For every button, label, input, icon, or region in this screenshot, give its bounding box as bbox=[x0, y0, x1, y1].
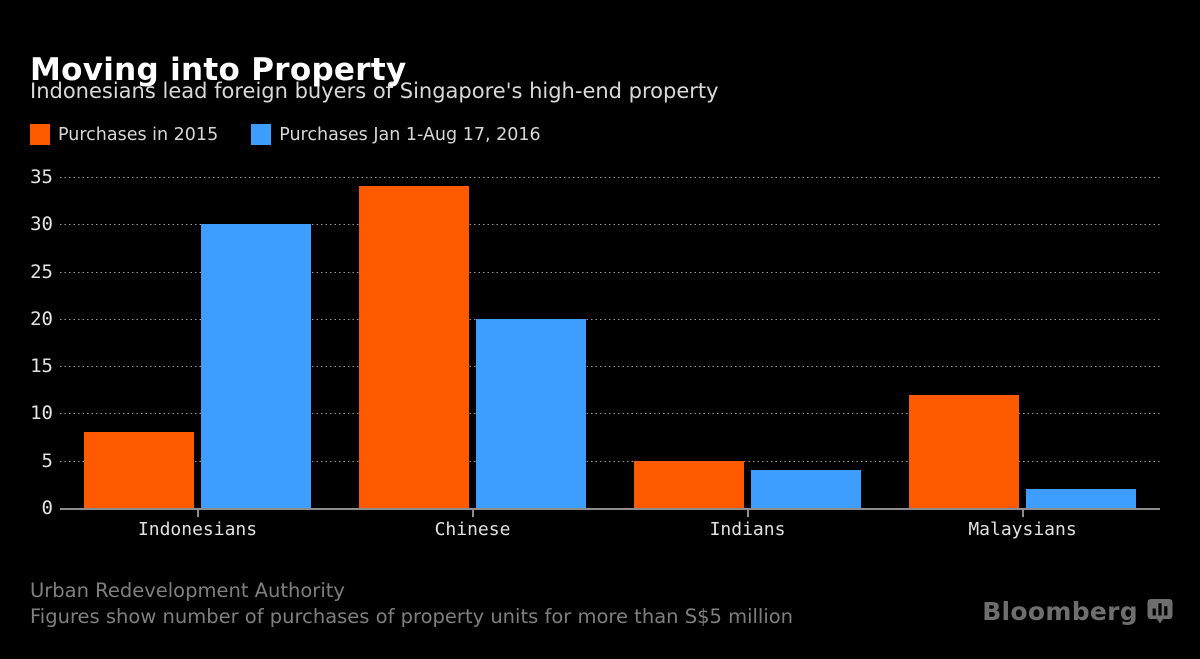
bar-group-indonesians bbox=[60, 177, 335, 508]
bar-groups bbox=[60, 177, 1160, 508]
bar-group-chinese bbox=[335, 177, 610, 508]
bloomberg-wordmark: Bloomberg bbox=[982, 597, 1138, 626]
x-category-label-indonesians: Indonesians bbox=[137, 519, 258, 540]
x-axis: Indonesians Chinese Indians Malaysians bbox=[60, 519, 1160, 540]
x-tick-indians bbox=[746, 510, 749, 517]
bar-indians-1172016 bbox=[751, 470, 861, 508]
y-tick-label-5: 5 bbox=[41, 449, 53, 472]
bar-indonesians-1172016 bbox=[201, 224, 311, 508]
legend-label-2015: Purchases in 2015 bbox=[58, 124, 219, 145]
bar-indonesians-2015 bbox=[84, 432, 194, 508]
gridline-20 bbox=[60, 318, 1160, 320]
gridline-5 bbox=[60, 460, 1160, 462]
y-tick-label-0: 0 bbox=[41, 497, 53, 519]
chart-legend: Purchases in 2015 Purchases Jan 1-Aug 17… bbox=[30, 124, 541, 145]
x-tick-chinese bbox=[471, 510, 474, 517]
y-tick-label-10: 10 bbox=[30, 402, 53, 425]
gridline-15 bbox=[60, 366, 1160, 368]
page-title: Moving into Property bbox=[30, 51, 407, 88]
x-tick-indonesians bbox=[196, 510, 199, 517]
y-tick-label-35: 35 bbox=[30, 166, 53, 188]
bar-chinese-2015 bbox=[359, 186, 469, 508]
bar-malaysians-2015 bbox=[909, 394, 1019, 508]
gridline-30 bbox=[60, 224, 1160, 226]
x-category-label-chinese: Chinese bbox=[434, 519, 511, 540]
chart-footer: Urban Redevelopment Authority Figures sh… bbox=[30, 578, 793, 629]
bar-indians-2015 bbox=[634, 460, 744, 508]
x-category-label-malaysians: Malaysians bbox=[968, 519, 1077, 540]
chart-subtitle: Indonesians lead foreign buyers of Singa… bbox=[30, 79, 719, 103]
bar-chinese-1172016 bbox=[476, 318, 586, 508]
y-tick-label-30: 30 bbox=[30, 213, 53, 236]
plot-area bbox=[60, 177, 1160, 517]
y-tick-label-20: 20 bbox=[30, 307, 53, 330]
legend-swatch-2015 bbox=[30, 124, 50, 145]
legend-item-2016: Purchases Jan 1-Aug 17, 2016 bbox=[251, 124, 541, 145]
gridline-10 bbox=[60, 413, 1160, 415]
bar-malaysians-1172016 bbox=[1026, 489, 1136, 508]
legend-item-2015: Purchases in 2015 bbox=[30, 124, 218, 145]
footnote-text: Figures show number of purchases of prop… bbox=[30, 604, 794, 628]
bar-group-malaysians bbox=[885, 177, 1160, 508]
bar-group-indians bbox=[610, 177, 885, 508]
y-axis: 0 5 10 15 20 25 30 35 bbox=[0, 166, 53, 519]
gridline-25 bbox=[60, 271, 1160, 273]
bloomberg-logo: Bloomberg bbox=[982, 597, 1173, 626]
source-text: Urban Redevelopment Authority bbox=[30, 579, 345, 602]
x-category-label-indians: Indians bbox=[709, 519, 786, 540]
bloomberg-chart-bubble-icon bbox=[1147, 599, 1173, 624]
y-tick-label-15: 15 bbox=[30, 355, 53, 378]
gridline-35 bbox=[60, 177, 1160, 178]
y-tick-label-25: 25 bbox=[30, 260, 53, 283]
legend-swatch-2016 bbox=[251, 124, 272, 145]
legend-label-2016: Purchases Jan 1-Aug 17, 2016 bbox=[279, 124, 541, 145]
x-tick-malaysians bbox=[1021, 510, 1024, 517]
